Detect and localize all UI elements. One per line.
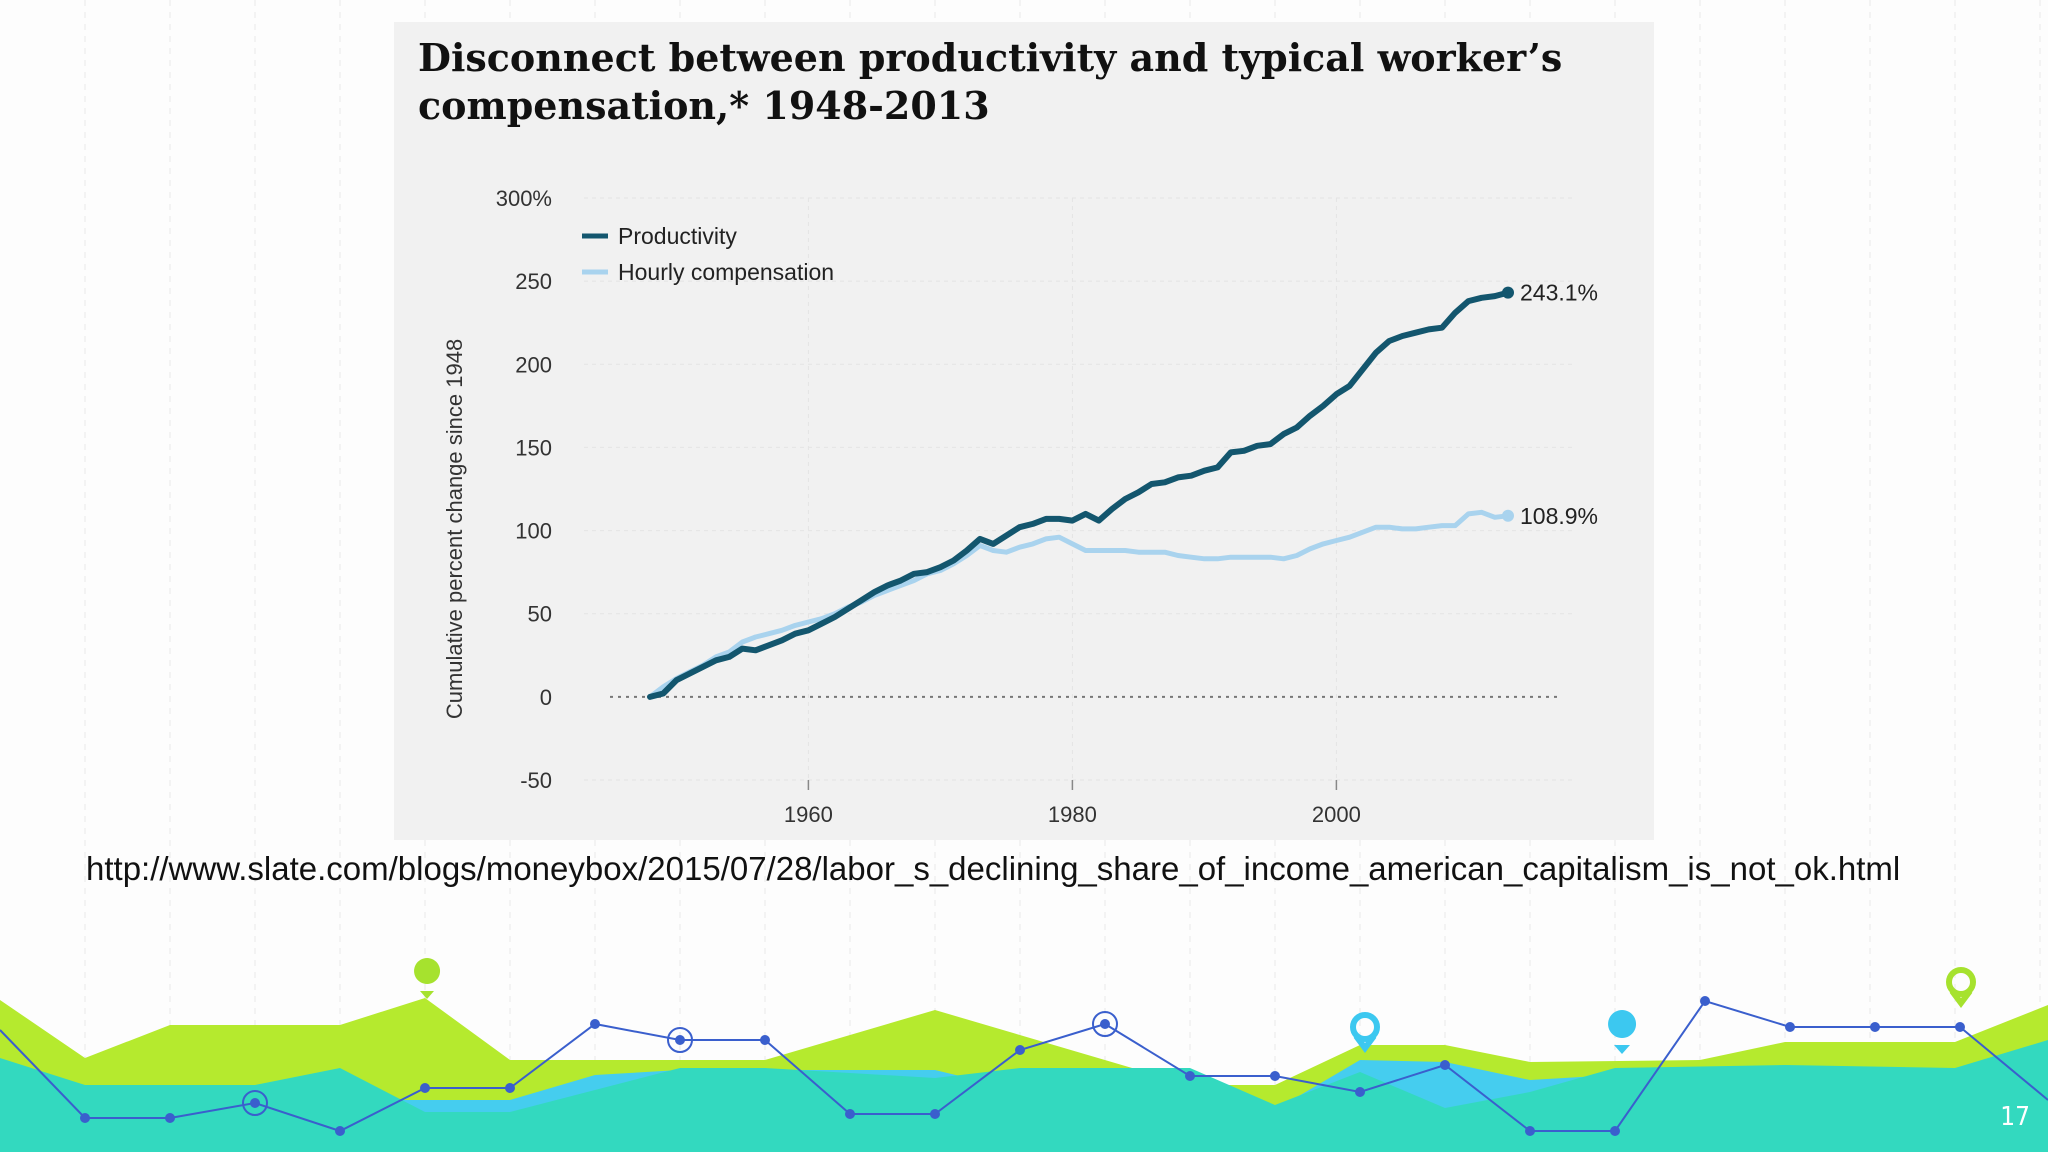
y-tick-label: 150 <box>515 435 552 460</box>
network-node <box>165 1113 175 1123</box>
network-node-rings <box>242 1011 1118 1116</box>
network-node <box>930 1109 940 1119</box>
y-tick-label: 250 <box>515 269 552 294</box>
chart-title: Disconnect between productivity and typi… <box>418 35 1563 128</box>
network-node <box>1525 1126 1535 1136</box>
network-node <box>1015 1045 1025 1055</box>
productivity-end-point <box>1502 286 1514 299</box>
network-node <box>1440 1060 1450 1070</box>
network-node <box>1610 1126 1620 1136</box>
teal-wave-shape <box>0 1040 2048 1152</box>
network-node <box>80 1113 90 1123</box>
map-pin-ring <box>1946 967 1976 997</box>
y-tick-label: 200 <box>515 352 552 377</box>
network-node <box>505 1083 515 1093</box>
y-tick-label: 50 <box>528 602 552 627</box>
map-pin-tail <box>1353 1034 1377 1053</box>
hourly-compensation-end-point <box>1502 509 1514 522</box>
x-tick-label: 1960 <box>784 802 833 827</box>
legend-label: Productivity <box>618 223 737 249</box>
map-pin-ring <box>1350 1012 1380 1042</box>
network-node <box>1270 1071 1280 1081</box>
page-number: 17 <box>2000 1102 2030 1132</box>
productivity-end-label: 243.1% <box>1520 280 1598 306</box>
y-tick-label: -50 <box>520 768 552 793</box>
footer-decoration <box>0 958 2048 1152</box>
network-node <box>1355 1087 1365 1097</box>
map-pin-icon <box>1608 1010 1637 1054</box>
network-node-ring <box>242 1090 268 1116</box>
network-node <box>590 1019 600 1029</box>
network-node-ring <box>667 1027 693 1053</box>
map-pin-icon <box>414 958 441 999</box>
source-url[interactable]: http://www.slate.com/blogs/moneybox/2015… <box>86 850 1901 887</box>
network-node <box>420 1083 430 1093</box>
y-tick-label: 300% <box>496 186 552 211</box>
network-node <box>675 1035 685 1045</box>
productivity-line <box>647 289 1511 700</box>
network-node <box>1785 1022 1795 1032</box>
network-node <box>335 1126 345 1136</box>
network-node <box>1870 1022 1880 1032</box>
map-pin-outline-icon <box>1350 1012 1380 1053</box>
y-tick-label: 100 <box>515 519 552 544</box>
network-node <box>845 1109 855 1119</box>
network-node <box>1700 996 1710 1006</box>
x-tick-label: 2000 <box>1312 802 1361 827</box>
legend-label: Hourly compensation <box>618 259 834 285</box>
map-pin-tail <box>1949 989 1973 1008</box>
network-node <box>1100 1019 1110 1029</box>
chart-card: Disconnect between productivity and typi… <box>394 22 1654 840</box>
network-node <box>250 1098 260 1108</box>
network-node-ring <box>1092 1011 1118 1037</box>
hourly-compensation-line <box>647 509 1511 700</box>
network-node <box>760 1035 770 1045</box>
network-node <box>1955 1022 1965 1032</box>
hourly-compensation-end-label: 108.9% <box>1520 503 1598 529</box>
y-tick-label: 0 <box>540 685 552 710</box>
x-tick-label: 1980 <box>1048 802 1097 827</box>
line-chart: -50 0 50 100 150 200 250 300% 1960 1980 2000 Cumula… <box>442 186 1598 827</box>
network-node <box>1185 1071 1195 1081</box>
y-axis-label: Cumulative percent change since 1948 <box>442 339 467 719</box>
map-pin-outline-icon <box>1946 967 1976 1008</box>
network-nodes <box>80 996 1965 1136</box>
